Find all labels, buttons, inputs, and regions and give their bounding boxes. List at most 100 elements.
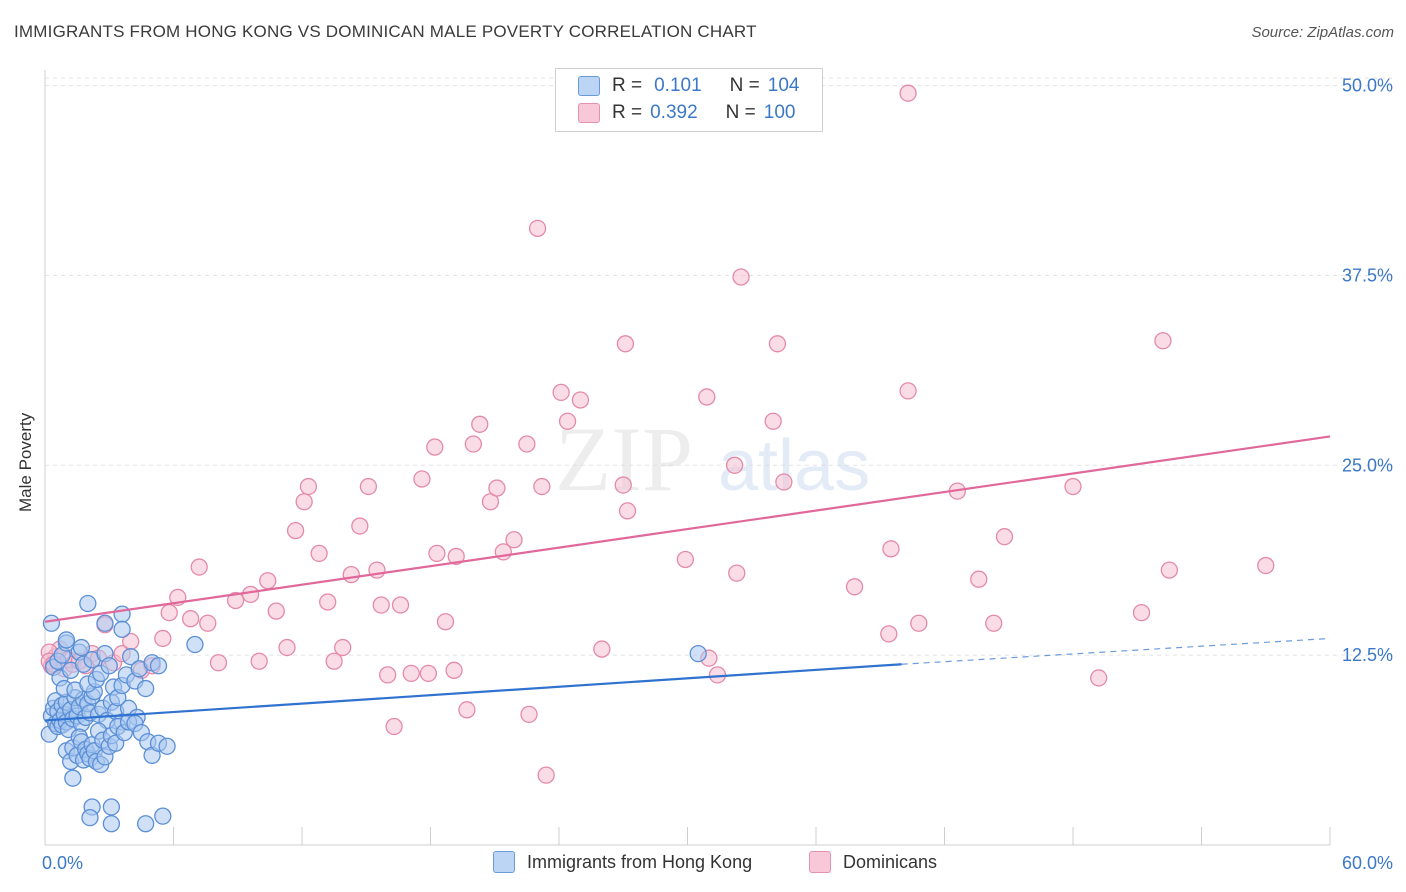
legend-item-hong-kong: Immigrants from Hong Kong: [493, 851, 752, 873]
dominican-point: [267, 602, 285, 620]
trend-line-hong-kong-extension: [901, 637, 1331, 665]
dominican-point: [295, 493, 313, 511]
legend-n-value: 100: [763, 102, 796, 123]
hong-kong-point: [72, 638, 91, 657]
hong-kong-point: [81, 809, 99, 827]
watermark: ZIP atlas: [555, 408, 870, 510]
hong-kong-point: [137, 815, 155, 833]
dominican-point: [845, 578, 864, 596]
dominican-point: [259, 572, 277, 590]
dominican-point: [593, 640, 611, 658]
dominican-point: [520, 705, 538, 724]
dominican-point: [413, 470, 431, 488]
dominican-point: [732, 268, 750, 286]
hong-kong-point: [64, 769, 82, 787]
x-tick-label-min: 0.0%: [42, 853, 83, 873]
series-legend: Immigrants from Hong Kong Dominicans: [0, 851, 1406, 879]
hong-kong-point: [113, 605, 131, 623]
dominican-point: [464, 435, 482, 453]
y-tick-label: 25.0%: [1342, 455, 1393, 475]
dominican-point: [571, 391, 590, 409]
dominican-point: [445, 661, 463, 679]
dominican-point: [970, 570, 988, 588]
legend-n-value: 104: [767, 75, 800, 96]
dominican-point: [160, 603, 178, 622]
dominican-point: [528, 219, 547, 238]
hong-kong-point: [113, 620, 131, 638]
hong-kong-point: [689, 644, 707, 663]
dominican-point: [616, 335, 635, 353]
dominican-point: [1160, 561, 1179, 579]
dominican-point: [351, 517, 369, 535]
hong-kong-point: [158, 737, 176, 755]
legend-label-hong-kong: Immigrants from Hong Kong: [527, 851, 753, 872]
dominican-point: [614, 476, 632, 494]
correlation-legend: R = 0.101 N = 104 R = 0.392 N = 100: [555, 68, 823, 132]
dominican-point: [385, 717, 403, 736]
hong-kong-point: [57, 631, 76, 649]
hong-kong-point: [100, 657, 118, 675]
hong-kong-point: [96, 614, 114, 632]
dominican-point: [391, 596, 410, 614]
dominican-point: [1090, 669, 1108, 687]
dominican-point: [226, 591, 245, 610]
gridlines: [45, 77, 1392, 656]
dominican-point: [995, 528, 1014, 546]
y-tick-label: 12.5%: [1342, 645, 1393, 665]
legend-r-value: 0.392: [650, 102, 698, 123]
dominican-point: [676, 550, 695, 569]
legend-swatch-blue: [578, 76, 600, 96]
legend-swatch-pink: [809, 851, 831, 873]
legend-label-dominicans: Dominicans: [843, 851, 938, 872]
dominican-point: [181, 610, 200, 628]
dominican-point: [402, 664, 420, 683]
dominican-point: [447, 547, 465, 566]
dominican-point: [1132, 603, 1151, 622]
dominican-point: [458, 701, 476, 719]
legend-row-dominicans: R = 0.392 N = 100: [578, 101, 795, 125]
dominican-point: [299, 477, 318, 496]
series-dominicans: [40, 84, 1275, 784]
dominican-point: [698, 388, 716, 406]
dominican-point: [209, 654, 228, 672]
dominican-point: [985, 614, 1003, 632]
dominican-point: [426, 438, 444, 456]
dominican-point: [488, 479, 506, 497]
hong-kong-point: [186, 635, 204, 654]
dominican-point: [436, 613, 455, 631]
trend-line-hong-kong: [44, 663, 902, 722]
legend-row-hong-kong: R = 0.101 N = 104: [578, 74, 799, 98]
dominican-point: [880, 625, 898, 643]
dominican-point: [359, 477, 378, 496]
dominican-point: [286, 521, 305, 540]
dominican-point: [505, 531, 523, 549]
dominican-point: [775, 473, 793, 491]
trend-lines: [44, 435, 1331, 722]
legend-swatch-blue: [493, 851, 515, 873]
dominican-point: [471, 415, 489, 433]
dominican-point: [278, 638, 296, 657]
dominican-point: [558, 412, 577, 430]
dominican-point: [419, 664, 438, 683]
dominican-point: [910, 614, 928, 632]
dominican-point: [764, 412, 782, 430]
dominican-point: [899, 382, 917, 400]
dominican-point: [882, 540, 900, 558]
legend-n-label: N =: [725, 102, 756, 123]
dominican-point: [899, 84, 917, 102]
hong-kong-point: [102, 798, 121, 816]
dominican-point: [725, 456, 744, 474]
dominican-point: [537, 766, 555, 784]
hong-kong-point: [79, 594, 97, 613]
watermark-atlas: atlas: [718, 426, 870, 506]
dominican-point: [552, 383, 570, 402]
y-tick-label: 37.5%: [1342, 265, 1393, 285]
dominican-point: [319, 593, 337, 611]
legend-item-dominicans: Dominicans: [809, 851, 937, 873]
dominican-point: [250, 652, 268, 670]
hong-kong-point: [122, 648, 140, 666]
dominican-point: [518, 435, 536, 453]
y-tick-labels: 12.5% 25.0% 37.5% 50.0%: [1342, 76, 1393, 666]
hong-kong-point: [149, 657, 168, 675]
